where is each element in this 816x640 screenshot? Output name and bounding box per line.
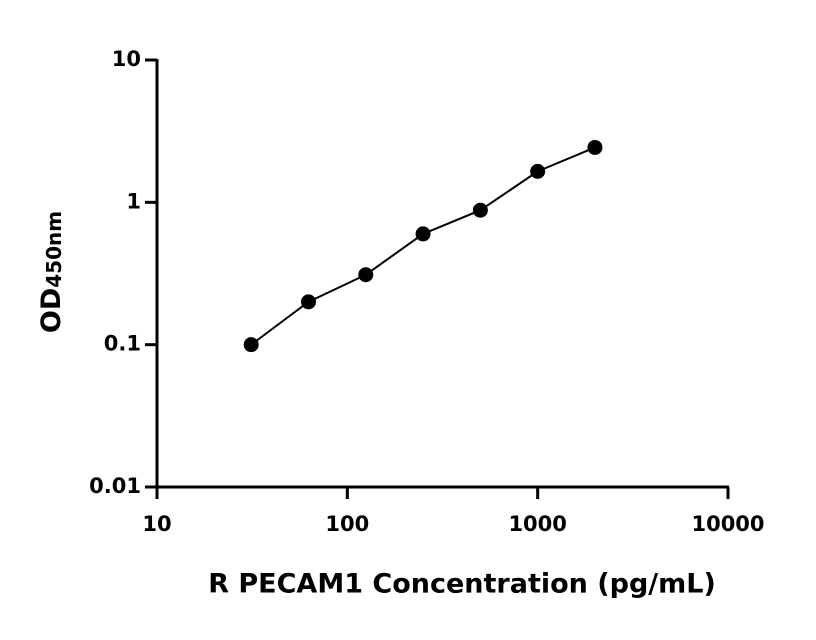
data-point: [530, 163, 546, 179]
y-axis-title-main: OD: [36, 288, 67, 333]
y-tick-label: 0.1: [104, 332, 141, 356]
data-point: [358, 267, 374, 283]
fit-line: [250, 146, 596, 346]
x-axis-title: R PECAM1 Concentration (pg/mL): [208, 569, 716, 600]
x-tick-label: 10: [142, 512, 171, 536]
x-tick-label: 1000: [508, 512, 566, 536]
data-point: [243, 337, 259, 353]
y-axis-title-sub: 450nm: [42, 211, 66, 288]
data-point: [472, 202, 488, 218]
y-axis-title: OD450nm: [36, 211, 67, 333]
y-tick-label: 1: [126, 189, 141, 213]
y-tick-label: 0.01: [89, 474, 141, 498]
x-tick-label: 100: [325, 512, 369, 536]
data-point: [300, 294, 316, 310]
data-point: [587, 139, 603, 155]
data-point: [415, 226, 431, 242]
x-tick-label: 10000: [691, 512, 764, 536]
y-tick-label: 10: [112, 47, 141, 71]
